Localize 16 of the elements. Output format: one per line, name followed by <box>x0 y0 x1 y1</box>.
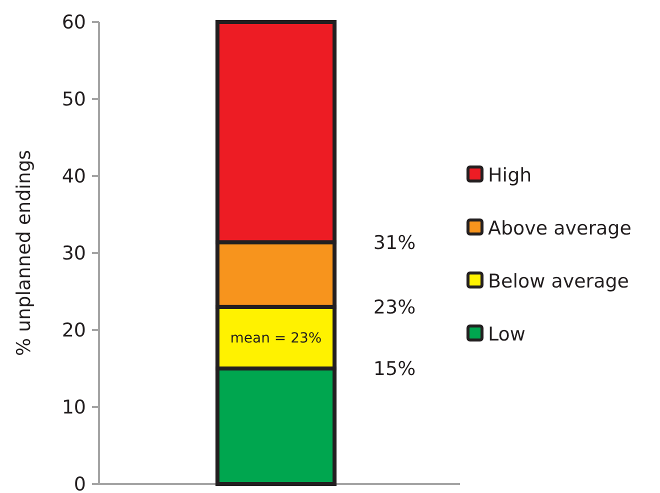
annotation: 31% <box>373 232 416 254</box>
y-tick-label: 50 <box>62 88 86 111</box>
y-axis-title: % unplanned endings <box>13 150 35 356</box>
annotation: mean = 23% <box>230 330 322 347</box>
y-tick-label: 0 <box>74 474 86 493</box>
y-tick-label: 20 <box>62 320 86 342</box>
y-tick-label: 10 <box>62 396 86 419</box>
annotation: 23% <box>373 296 416 319</box>
annotation: 15% <box>373 358 416 380</box>
legend-label: Above average <box>488 218 632 240</box>
y-tick-label: 40 <box>62 166 86 188</box>
legend-label: Low <box>488 324 526 346</box>
y-tick-label: 60 <box>62 12 86 34</box>
y-tick-label: 30 <box>62 242 86 265</box>
legend-label: High <box>488 164 532 187</box>
legend-label: Below average <box>488 270 629 293</box>
